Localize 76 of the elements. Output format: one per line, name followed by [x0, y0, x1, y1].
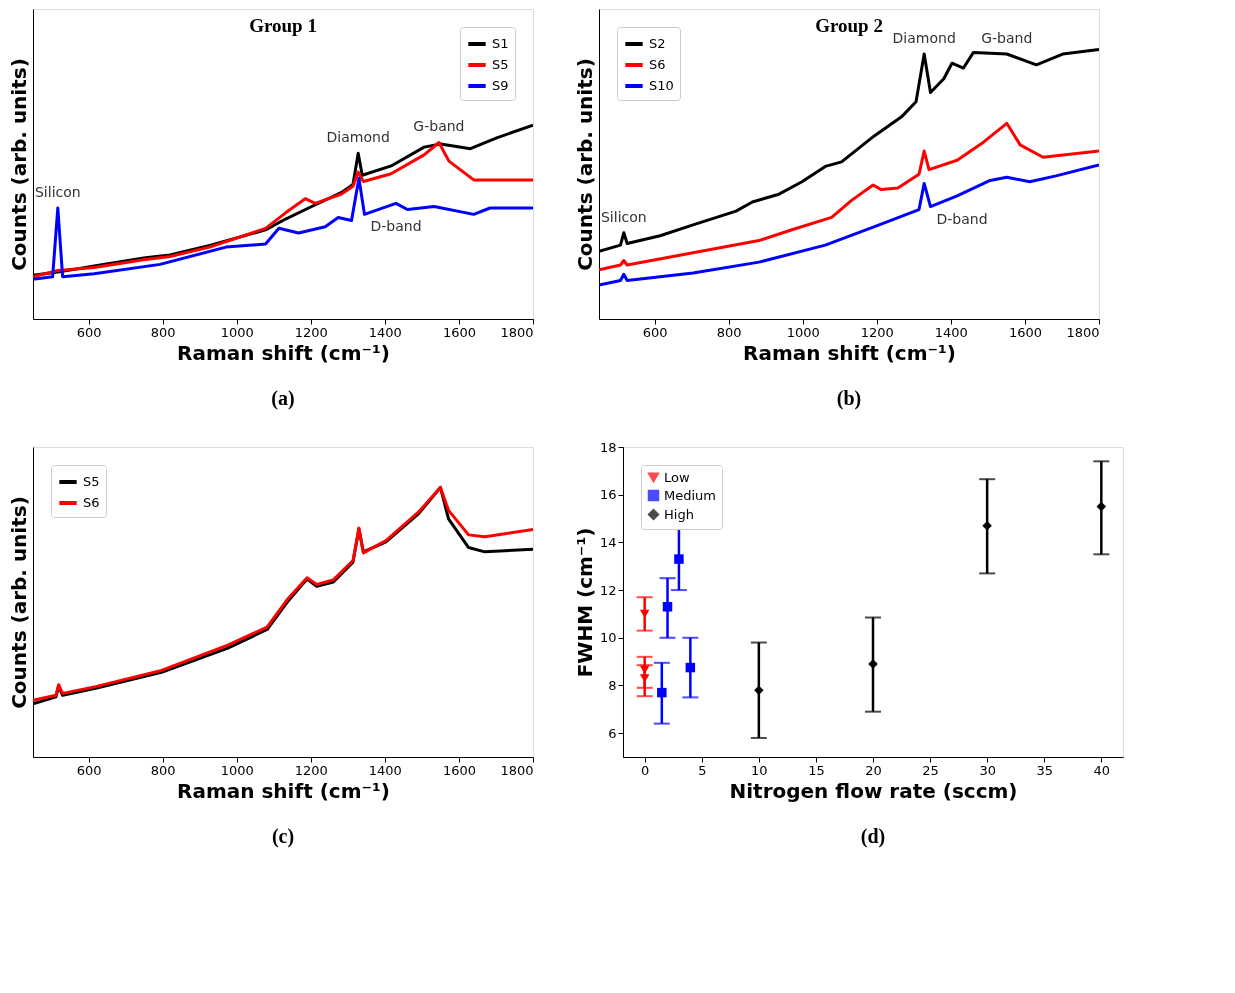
x-axis-title: Raman shift (cm⁻¹)	[177, 778, 390, 803]
x-tick-label: 10	[751, 762, 768, 778]
point	[662, 602, 673, 612]
x-tick-label: 0	[641, 762, 650, 778]
chart-title: Group 2	[815, 15, 883, 36]
x-tick-label: 800	[150, 324, 176, 340]
legend-label: S5	[492, 57, 509, 72]
x-tick-label: 1200	[294, 324, 328, 340]
y-axis-title: Counts (arb. units)	[6, 496, 31, 709]
x-tick-label: 600	[76, 324, 102, 340]
y-tick-label: 14	[599, 534, 617, 550]
x-tick-label: 800	[716, 324, 742, 340]
x-tick-label: 15	[808, 762, 825, 778]
legend-label: Low	[664, 469, 690, 485]
y-axis-title: FWHM (cm⁻¹)	[572, 527, 597, 678]
chart-title: Group 1	[249, 15, 317, 36]
annotation: Diamond	[892, 30, 956, 47]
y-axis-title: Counts (arb. units)	[572, 58, 597, 271]
x-tick-label: 1800	[500, 762, 534, 778]
x-tick-label: 600	[76, 762, 102, 778]
text: (a)	[271, 387, 295, 410]
x-tick-label: 1400	[368, 762, 402, 778]
point	[674, 554, 684, 564]
x-tick-label: 1600	[442, 324, 476, 340]
y-tick-label: 12	[599, 582, 617, 598]
x-tick-label: 1200	[294, 762, 328, 778]
x-tick-label: 35	[1036, 762, 1054, 778]
y-tick-label: 16	[599, 487, 617, 503]
text: (b)	[836, 387, 862, 410]
x-tick-label: 40	[1093, 762, 1111, 778]
x-tick-label: 20	[865, 762, 882, 778]
annotation: D-band	[936, 210, 988, 227]
y-tick-label: 6	[608, 725, 617, 741]
x-axis-title: Nitrogen flow rate (sccm)	[729, 778, 1018, 803]
y-tick-label: 18	[599, 439, 617, 455]
x-tick-label: 1400	[368, 324, 402, 340]
x-tick-label: 30	[979, 762, 996, 778]
annotation: Silicon	[600, 208, 647, 225]
text: (d)	[860, 825, 886, 848]
annotation: D-band	[370, 218, 422, 235]
x-tick-label: 5	[698, 762, 707, 778]
annotation: G-band	[413, 118, 465, 135]
point	[685, 662, 696, 673]
point	[754, 685, 764, 695]
x-tick-label: 1600	[442, 762, 476, 778]
legend-label: S6	[649, 57, 666, 72]
x-tick-label: 1600	[1008, 324, 1042, 340]
x-tick-label: 1800	[1066, 324, 1100, 340]
x-tick-label: 1800	[500, 324, 534, 340]
y-tick-label: 10	[599, 630, 617, 646]
legend-label: High	[664, 506, 694, 522]
legend-label: S1	[492, 36, 509, 51]
y-tick-label: 8	[608, 677, 617, 693]
point	[1096, 501, 1107, 512]
x-tick-label: 1000	[220, 762, 254, 778]
point	[657, 687, 667, 698]
x-tick-label: 600	[642, 324, 668, 340]
x-tick-label: 1400	[934, 324, 968, 340]
x-axis-title: Raman shift (cm⁻¹)	[743, 340, 956, 365]
annotation: G-band	[981, 30, 1033, 47]
text: (c)	[271, 825, 295, 848]
annotation: Silicon	[34, 183, 81, 200]
legend-label: S5	[83, 474, 100, 489]
legend-label: S6	[83, 495, 100, 510]
annotation: Diamond	[326, 129, 390, 146]
legend-label: S10	[649, 78, 674, 93]
y-axis-title: Counts (arb. units)	[6, 58, 31, 271]
x-tick-label: 1000	[220, 324, 254, 340]
x-tick-label: 1000	[786, 324, 820, 340]
legend-label: S2	[649, 36, 666, 51]
legend-label: Medium	[664, 487, 716, 503]
x-axis-title: Raman shift (cm⁻¹)	[177, 340, 390, 365]
x-tick-label: 1200	[860, 324, 894, 340]
x-tick-label: 25	[922, 762, 939, 778]
x-tick-label: 800	[150, 762, 176, 778]
legend-label: S9	[492, 78, 509, 93]
